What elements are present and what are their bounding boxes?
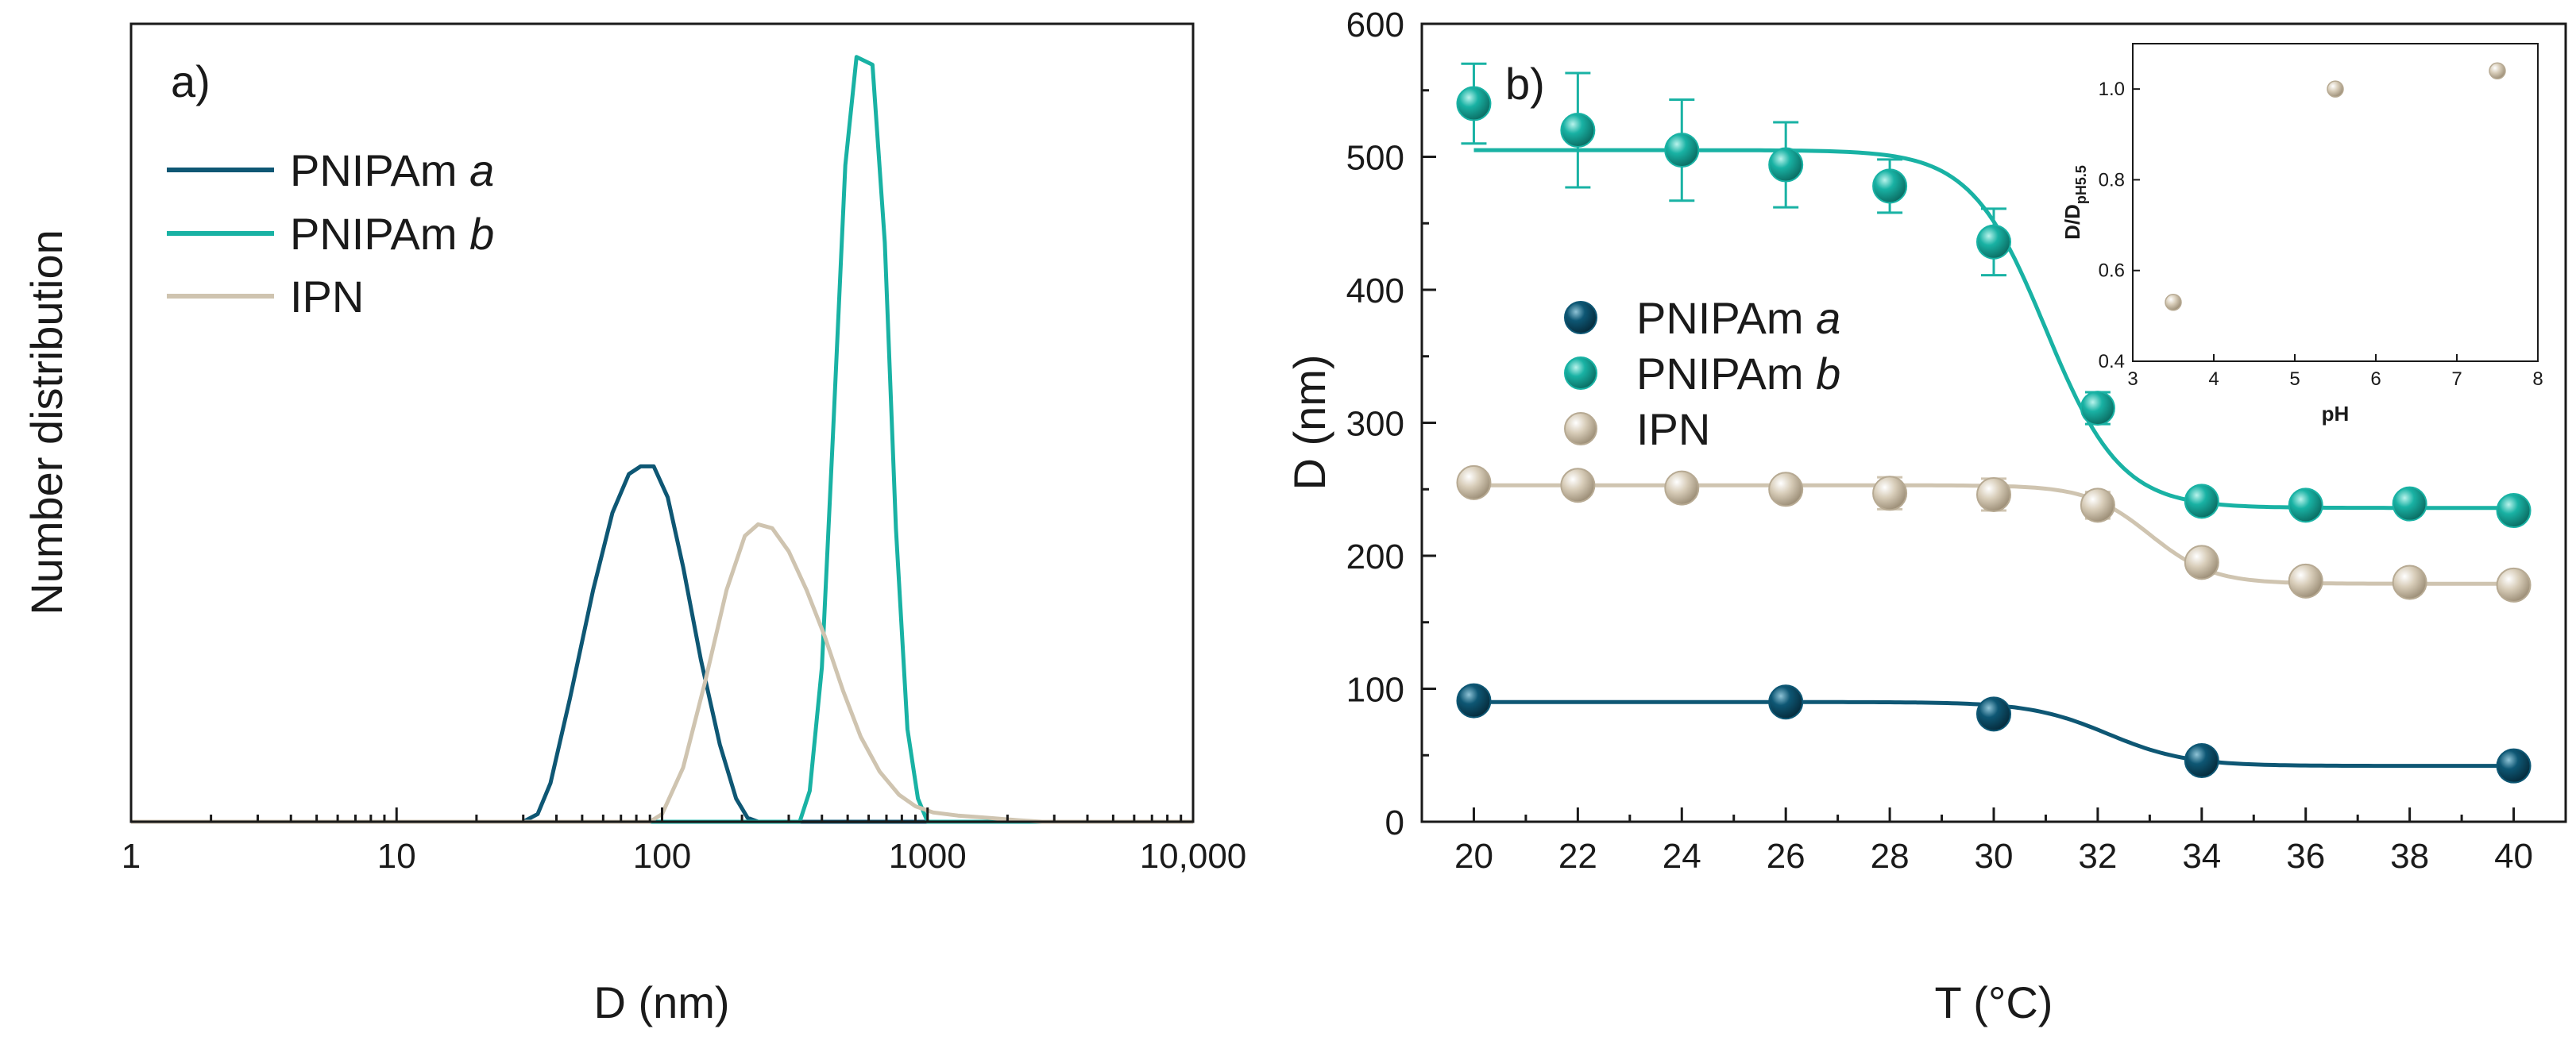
fit-curve-pnipam-b xyxy=(1473,148,2514,511)
series-line-ipn xyxy=(131,522,1193,824)
inset-y-tick-label: 1.0 xyxy=(2099,79,2125,100)
data-point-ipn xyxy=(2288,563,2323,599)
x-tick-label: 1 xyxy=(122,837,141,876)
inset-x-tick-label: 4 xyxy=(2208,368,2219,390)
y-tick-label: 200 xyxy=(1346,538,1404,576)
inset-frame xyxy=(2132,43,2539,362)
x-tick-label: 40 xyxy=(2494,837,2533,876)
inset-ylabel: D/DpH5.5 xyxy=(2060,165,2089,240)
inset-x-tick-label: 3 xyxy=(2127,368,2138,390)
data-point-pnipam-b xyxy=(2184,484,2219,519)
panel-a-xlabel: D (nm) xyxy=(593,977,729,1027)
inset-points xyxy=(2165,62,2506,311)
x-tick-label: 24 xyxy=(1663,837,1701,876)
y-tick-label: 600 xyxy=(1346,6,1404,44)
data-point-ipn xyxy=(2080,487,2115,523)
inset-x-tick-label: 5 xyxy=(2289,368,2300,390)
data-point-pnipam-a xyxy=(2184,742,2219,778)
data-point-pnipam-b xyxy=(2288,487,2323,523)
legend-b-marker-ipn xyxy=(1564,412,1597,445)
series-line-pnipam-b xyxy=(131,55,1193,824)
inset-y-tick-label: 0.6 xyxy=(2099,260,2125,282)
data-point-ipn xyxy=(1456,464,1492,500)
data-point-ipn xyxy=(1976,476,2011,512)
legend-b-label-pnipam-b: PNIPAm b xyxy=(1636,349,1840,399)
panel-a-legend: PNIPAm a PNIPAm b IPN xyxy=(167,145,494,322)
inset-data-point xyxy=(2327,80,2344,98)
x-tick-label: 30 xyxy=(1975,837,2014,876)
inset-data-point xyxy=(2489,62,2506,80)
panel-b-ylabel: D (nm) xyxy=(1284,354,1334,490)
inset-x-tick-label: 7 xyxy=(2451,368,2462,390)
series-line-pnipam-a xyxy=(131,464,1193,824)
y-tick-label: 100 xyxy=(1346,671,1404,710)
panel-b-legend: PNIPAm a PNIPAm b IPN xyxy=(1564,293,1840,454)
legend-a-label-pnipam-a: PNIPAm a xyxy=(290,145,494,195)
data-point-pnipam-b xyxy=(1872,168,1908,204)
x-tick-label: 10 xyxy=(377,837,416,876)
panel-a: 1 10 100 1000 10,000 a) Number distribution … xyxy=(21,22,1247,1027)
inset-xlabel: pH xyxy=(2322,402,2350,426)
panel-a-label: a) xyxy=(171,56,210,106)
panel-a-series xyxy=(131,55,1193,824)
data-point-ipn xyxy=(1664,470,1700,506)
panel-b-ticks: 20 22 24 26 28 30 32 34 36 38 40010020030040050060… xyxy=(1346,6,2533,876)
panel-a-x-ticks: 1 10 100 1000 10,000 xyxy=(122,807,1247,876)
x-tick-label: 34 xyxy=(2182,837,2221,876)
x-tick-label: 36 xyxy=(2286,837,2325,876)
data-point-ipn xyxy=(1768,472,1804,507)
x-tick-label: 20 xyxy=(1454,837,1493,876)
data-point-ipn xyxy=(2496,567,2532,603)
x-tick-label: 26 xyxy=(1767,837,1806,876)
legend-a-label-ipn: IPN xyxy=(290,272,364,322)
inset-x-tick-label: 6 xyxy=(2370,368,2381,390)
panel-a-ylabel: Number distribution xyxy=(21,229,71,615)
x-tick-label: 38 xyxy=(2390,837,2429,876)
panel-b: 20 22 24 26 28 30 32 34 36 38 40010020030040050060… xyxy=(1284,6,2567,1027)
inset-x-tick-label: 8 xyxy=(2532,368,2543,390)
data-point-pnipam-a xyxy=(2496,748,2532,784)
data-point-ipn xyxy=(1560,468,1596,503)
data-point-pnipam-b xyxy=(2496,493,2532,529)
y-tick-label: 300 xyxy=(1346,405,1404,444)
inset-y-tick-label: 0.4 xyxy=(2099,351,2125,372)
y-tick-label: 500 xyxy=(1346,139,1404,178)
legend-b-label-pnipam-a: PNIPAm a xyxy=(1636,293,1840,343)
panel-b-label: b) xyxy=(1505,59,1545,109)
inset-y-tick-label: 0.8 xyxy=(2099,169,2125,191)
data-point-ipn xyxy=(1872,476,1908,511)
panel-b-points xyxy=(1456,62,2532,784)
data-point-pnipam-a xyxy=(1768,684,1804,720)
y-tick-label: 0 xyxy=(1385,803,1404,842)
data-point-pnipam-a xyxy=(1976,696,2011,732)
data-point-pnipam-a xyxy=(1456,683,1492,719)
data-point-pnipam-b xyxy=(1456,86,1492,121)
x-tick-label: 28 xyxy=(1871,837,1910,876)
data-point-pnipam-b xyxy=(1560,113,1596,148)
x-tick-label: 10,000 xyxy=(1140,837,1247,876)
data-point-ipn xyxy=(2184,545,2219,580)
legend-b-label-ipn: IPN xyxy=(1636,404,1710,454)
legend-b-marker-pnipam-b xyxy=(1564,356,1597,390)
x-tick-label: 1000 xyxy=(889,837,967,876)
panel-b-xlabel: T (°C) xyxy=(1935,977,2053,1027)
data-point-pnipam-b xyxy=(2392,486,2427,522)
legend-a-label-pnipam-b: PNIPAm b xyxy=(290,209,494,259)
x-tick-label: 32 xyxy=(2078,837,2117,876)
data-point-pnipam-b xyxy=(2080,391,2115,426)
inset-data-point xyxy=(2165,293,2182,311)
legend-b-marker-pnipam-a xyxy=(1564,301,1597,334)
data-point-pnipam-b xyxy=(1664,133,1700,168)
inset-ticks: 3 4 5 6 7 8 0.4 0.6 0.8 1.0 xyxy=(2099,79,2543,390)
inset-chart: 3 4 5 6 7 8 0.4 0.6 0.8 1.0 pH D/DpH5.5 xyxy=(2060,43,2543,426)
y-tick-label: 400 xyxy=(1346,272,1404,310)
panel-a-frame xyxy=(129,22,1195,823)
x-tick-label: 100 xyxy=(633,837,691,876)
data-point-pnipam-b xyxy=(1768,147,1804,183)
x-tick-label: 22 xyxy=(1558,837,1597,876)
data-point-pnipam-b xyxy=(1976,224,2011,260)
data-point-ipn xyxy=(2392,565,2427,600)
